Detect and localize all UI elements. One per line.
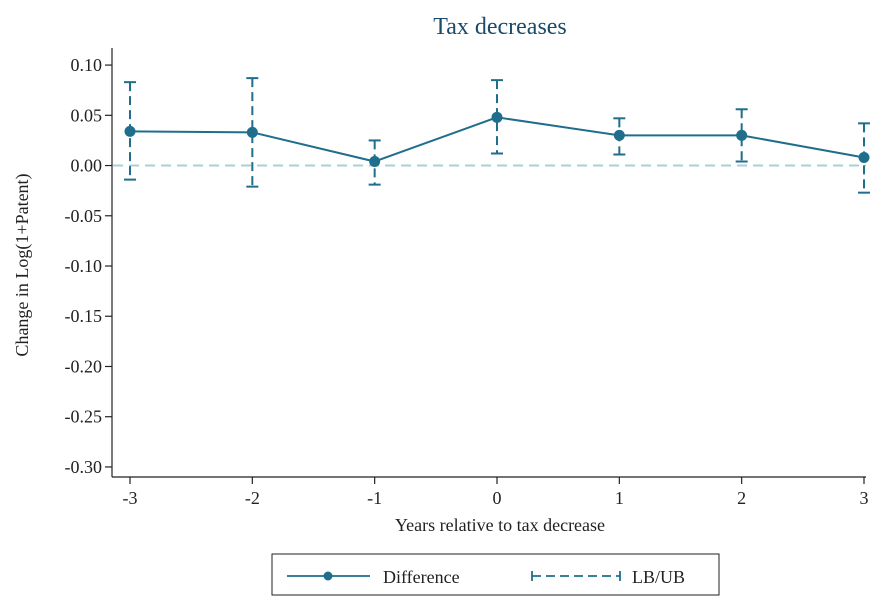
y-tick-label: -0.10 [65, 256, 103, 276]
legend-lbub-label: LB/UB [632, 567, 685, 587]
x-tick-label: 0 [493, 488, 502, 508]
y-tick-label: -0.15 [65, 306, 103, 326]
x-axis-ticks: -3 -2 -1 0 1 2 3 [123, 477, 869, 508]
difference-point [369, 156, 381, 168]
difference-point [491, 111, 503, 123]
difference-point [736, 129, 748, 141]
y-tick-label: -0.30 [65, 457, 103, 477]
x-tick-label: -3 [123, 488, 138, 508]
y-axis-label: Change in Log(1+Patent) [12, 173, 33, 356]
difference-point [858, 152, 870, 164]
legend-difference-marker-icon [323, 571, 333, 581]
y-tick-label: 0.10 [71, 55, 103, 75]
x-axis-label: Years relative to tax decrease [395, 515, 605, 535]
legend-box [271, 553, 720, 596]
y-tick-label: -0.25 [65, 407, 103, 427]
difference-point [613, 129, 625, 141]
x-tick-label: -1 [367, 488, 382, 508]
y-tick-label: 0.05 [71, 105, 103, 125]
plot-area [113, 77, 870, 194]
x-tick-label: 2 [737, 488, 746, 508]
y-axis-ticks: 0.10 0.05 0.00 -0.05 -0.10 -0.15 -0.20 -0.25 -0.… [65, 55, 112, 477]
difference-point [124, 125, 136, 137]
y-tick-label: -0.20 [65, 356, 103, 376]
legend-difference-label: Difference [383, 567, 460, 587]
x-tick-label: 1 [615, 488, 624, 508]
difference-point [246, 126, 258, 138]
legend: Difference LB/UB [271, 553, 720, 596]
y-tick-label: -0.05 [65, 206, 103, 226]
y-tick-label: 0.00 [71, 156, 103, 176]
chart-title: Tax decreases [433, 14, 567, 40]
x-tick-label: 3 [860, 488, 869, 508]
x-tick-label: -2 [245, 488, 260, 508]
